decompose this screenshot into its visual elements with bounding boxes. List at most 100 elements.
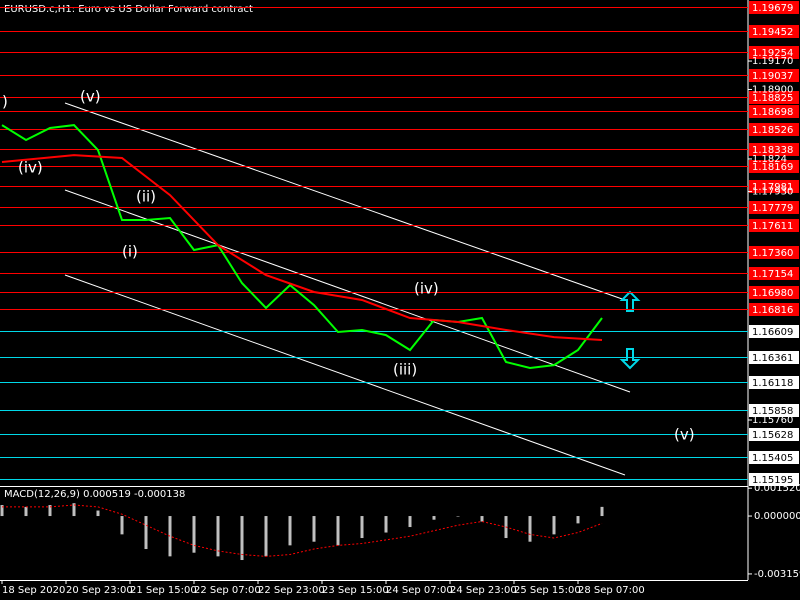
channel (64, 102, 631, 476)
histogram-bar (480, 516, 484, 522)
level-label: 1.15628 (752, 430, 793, 441)
level-label-box (749, 219, 799, 232)
histogram-bar (48, 505, 52, 517)
level-label: 1.19254 (752, 48, 793, 59)
level-label-box (749, 123, 799, 136)
histogram-bar (360, 516, 364, 539)
histogram-bar (528, 516, 532, 542)
level-label-box (749, 303, 799, 316)
level-label: 1.17981 (752, 182, 793, 193)
level-label: 1.15858 (752, 406, 793, 417)
x-tick-label: 24 Sep 07:00 (386, 585, 453, 596)
series-line (1, 124, 603, 370)
level-label-box (749, 201, 799, 214)
level-label: 1.18338 (752, 145, 793, 156)
x-tick-label: 22 Sep 23:00 (258, 585, 325, 596)
level-label: 1.19679 (752, 3, 793, 14)
level-label-box (749, 91, 799, 104)
histogram-bar (312, 516, 316, 542)
level-label-box (749, 451, 799, 464)
level-label: 1.16980 (752, 288, 793, 299)
histogram-bar (264, 516, 268, 557)
level-label-box (749, 473, 799, 486)
level-label-box (749, 69, 799, 82)
y-tick-label: 1.1824 (752, 154, 787, 165)
channel-line (64, 102, 626, 301)
histogram-bar (288, 516, 292, 546)
histogram-bar (72, 503, 76, 517)
level-label: 1.17154 (752, 269, 793, 280)
x-tick-label: 24 Sep 23:00 (450, 585, 517, 596)
histogram-bar (600, 506, 604, 517)
x-tick-label: 28 Sep 07:00 (578, 585, 645, 596)
level-label: 1.17360 (752, 248, 793, 259)
level-label: 1.16609 (752, 327, 793, 338)
histogram-bar (432, 516, 436, 520)
histogram-bar (192, 516, 196, 553)
level-label: 1.17611 (752, 221, 793, 232)
level-label-box (749, 105, 799, 118)
y-tick-label: 1.18900 (752, 84, 793, 95)
level-label-box (749, 246, 799, 259)
level-label: 1.15405 (752, 453, 793, 464)
level-label-box (749, 286, 799, 299)
level-label-box (749, 267, 799, 280)
level-label-box (749, 25, 799, 38)
x-tick-label: 22 Sep 07:00 (194, 585, 261, 596)
y-tick-label: 1.19170 (752, 56, 793, 67)
histogram-bar (168, 516, 172, 557)
wave-label: ) (2, 93, 8, 111)
level-label-box (749, 180, 799, 193)
level-label-box (749, 143, 799, 156)
level-label-box (749, 325, 799, 338)
x-tick-label: 25 Sep 15:00 (514, 585, 581, 596)
level-label-box (749, 160, 799, 173)
y-tick-label: 1.17930 (752, 187, 793, 198)
x-tick-label: 23 Sep 15:00 (322, 585, 389, 596)
histogram-bar (384, 516, 388, 533)
signal-line (2, 504, 603, 557)
x-tick-label: 18 Sep 2020 (2, 585, 65, 596)
histogram-bar (216, 516, 220, 557)
wave-label: (iv) (18, 159, 43, 177)
series-line (1, 154, 603, 341)
down-arrow (619, 348, 641, 370)
histogram-bar (0, 505, 4, 517)
level-label: 1.18825 (752, 93, 793, 104)
wave-label: (i) (122, 243, 138, 261)
x-tick-label: 20 Sep 23:00 (66, 585, 133, 596)
level-label-box (749, 428, 799, 441)
histogram-bar (336, 516, 340, 546)
chart-title: EURUSD.c,H1: Euro vs US Dollar Forward c… (4, 4, 253, 15)
y-tick-label: -0.003159 (754, 569, 800, 580)
histogram-bar (24, 506, 28, 517)
histogram-bar (576, 516, 580, 524)
level-label-box (749, 376, 799, 389)
level-label: 1.15195 (752, 475, 793, 486)
wave-label: (ii) (136, 188, 156, 206)
channel-line (64, 189, 631, 393)
wave-label: (iv) (414, 280, 439, 298)
y-tick-label: 0.001520 (754, 483, 800, 494)
y-tick-label: 0.000000 (754, 511, 800, 522)
histogram-bar (456, 516, 460, 517)
level-label: 1.16816 (752, 305, 793, 316)
up-arrow (619, 290, 641, 312)
level-label: 1.18698 (752, 107, 793, 118)
level-label: 1.16361 (752, 353, 793, 364)
y-tick-label: 1.15760 (752, 415, 793, 426)
level-label-box (749, 404, 799, 417)
level-label-box (749, 1, 799, 14)
wave-label: (v) (80, 88, 101, 106)
level-label: 1.18169 (752, 162, 793, 173)
histogram-bar (408, 516, 412, 528)
wave-label: (v) (674, 426, 695, 444)
level-label: 1.17779 (752, 203, 793, 214)
x-tick-label: 21 Sep 15:00 (130, 585, 197, 596)
level-label: 1.19452 (752, 27, 793, 38)
histogram-bar (96, 510, 100, 517)
histogram-bar (120, 516, 124, 535)
histogram-bar (552, 516, 556, 535)
level-label: 1.19037 (752, 71, 793, 82)
